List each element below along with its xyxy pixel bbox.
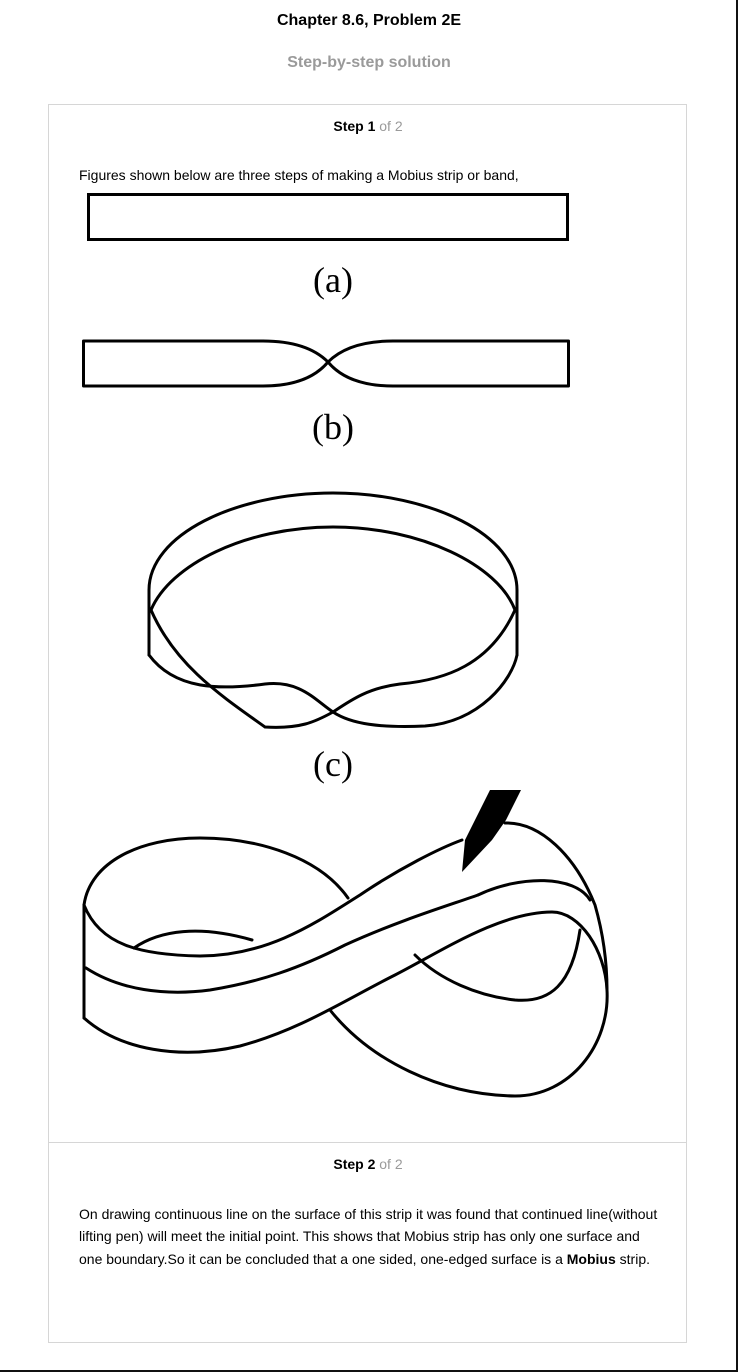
step-2-bold-term: Mobius bbox=[566, 1250, 616, 1267]
figure-a-label: (a) bbox=[313, 260, 353, 300]
step-1-heading: Step 1 of 2 bbox=[48, 117, 688, 135]
page-edge-right bbox=[736, 0, 738, 1372]
figure-c-label: (c) bbox=[313, 744, 353, 784]
page-edge-bottom bbox=[0, 1370, 738, 1372]
step-1-intro: Figures shown below are three steps of m… bbox=[79, 167, 519, 183]
solution-card bbox=[48, 104, 687, 1343]
step-2-heading: Step 2 of 2 bbox=[48, 1155, 688, 1173]
step-2-count: of 2 bbox=[379, 1156, 403, 1172]
step-2-text: On drawing continuous line on the surfac… bbox=[79, 1206, 658, 1267]
pen-icon bbox=[462, 790, 521, 872]
step-1-count: of 2 bbox=[379, 118, 403, 134]
solution-title: Step-by-step solution bbox=[287, 54, 451, 71]
figure-c-band bbox=[147, 491, 519, 729]
step-2-explanation: On drawing continuous line on the surfac… bbox=[79, 1203, 664, 1270]
step-divider bbox=[49, 1142, 687, 1143]
figure-b-strip bbox=[82, 339, 570, 388]
mobius-strip-drawing bbox=[82, 821, 609, 1098]
step-2-label: Step 2 bbox=[333, 1156, 376, 1172]
figure-b-label: (b) bbox=[312, 407, 354, 447]
figure-a-strip bbox=[87, 193, 569, 241]
step-1-label: Step 1 bbox=[333, 118, 376, 134]
step-2-text-end: strip. bbox=[615, 1250, 650, 1267]
chapter-title: Chapter 8.6, Problem 2E bbox=[276, 12, 462, 29]
